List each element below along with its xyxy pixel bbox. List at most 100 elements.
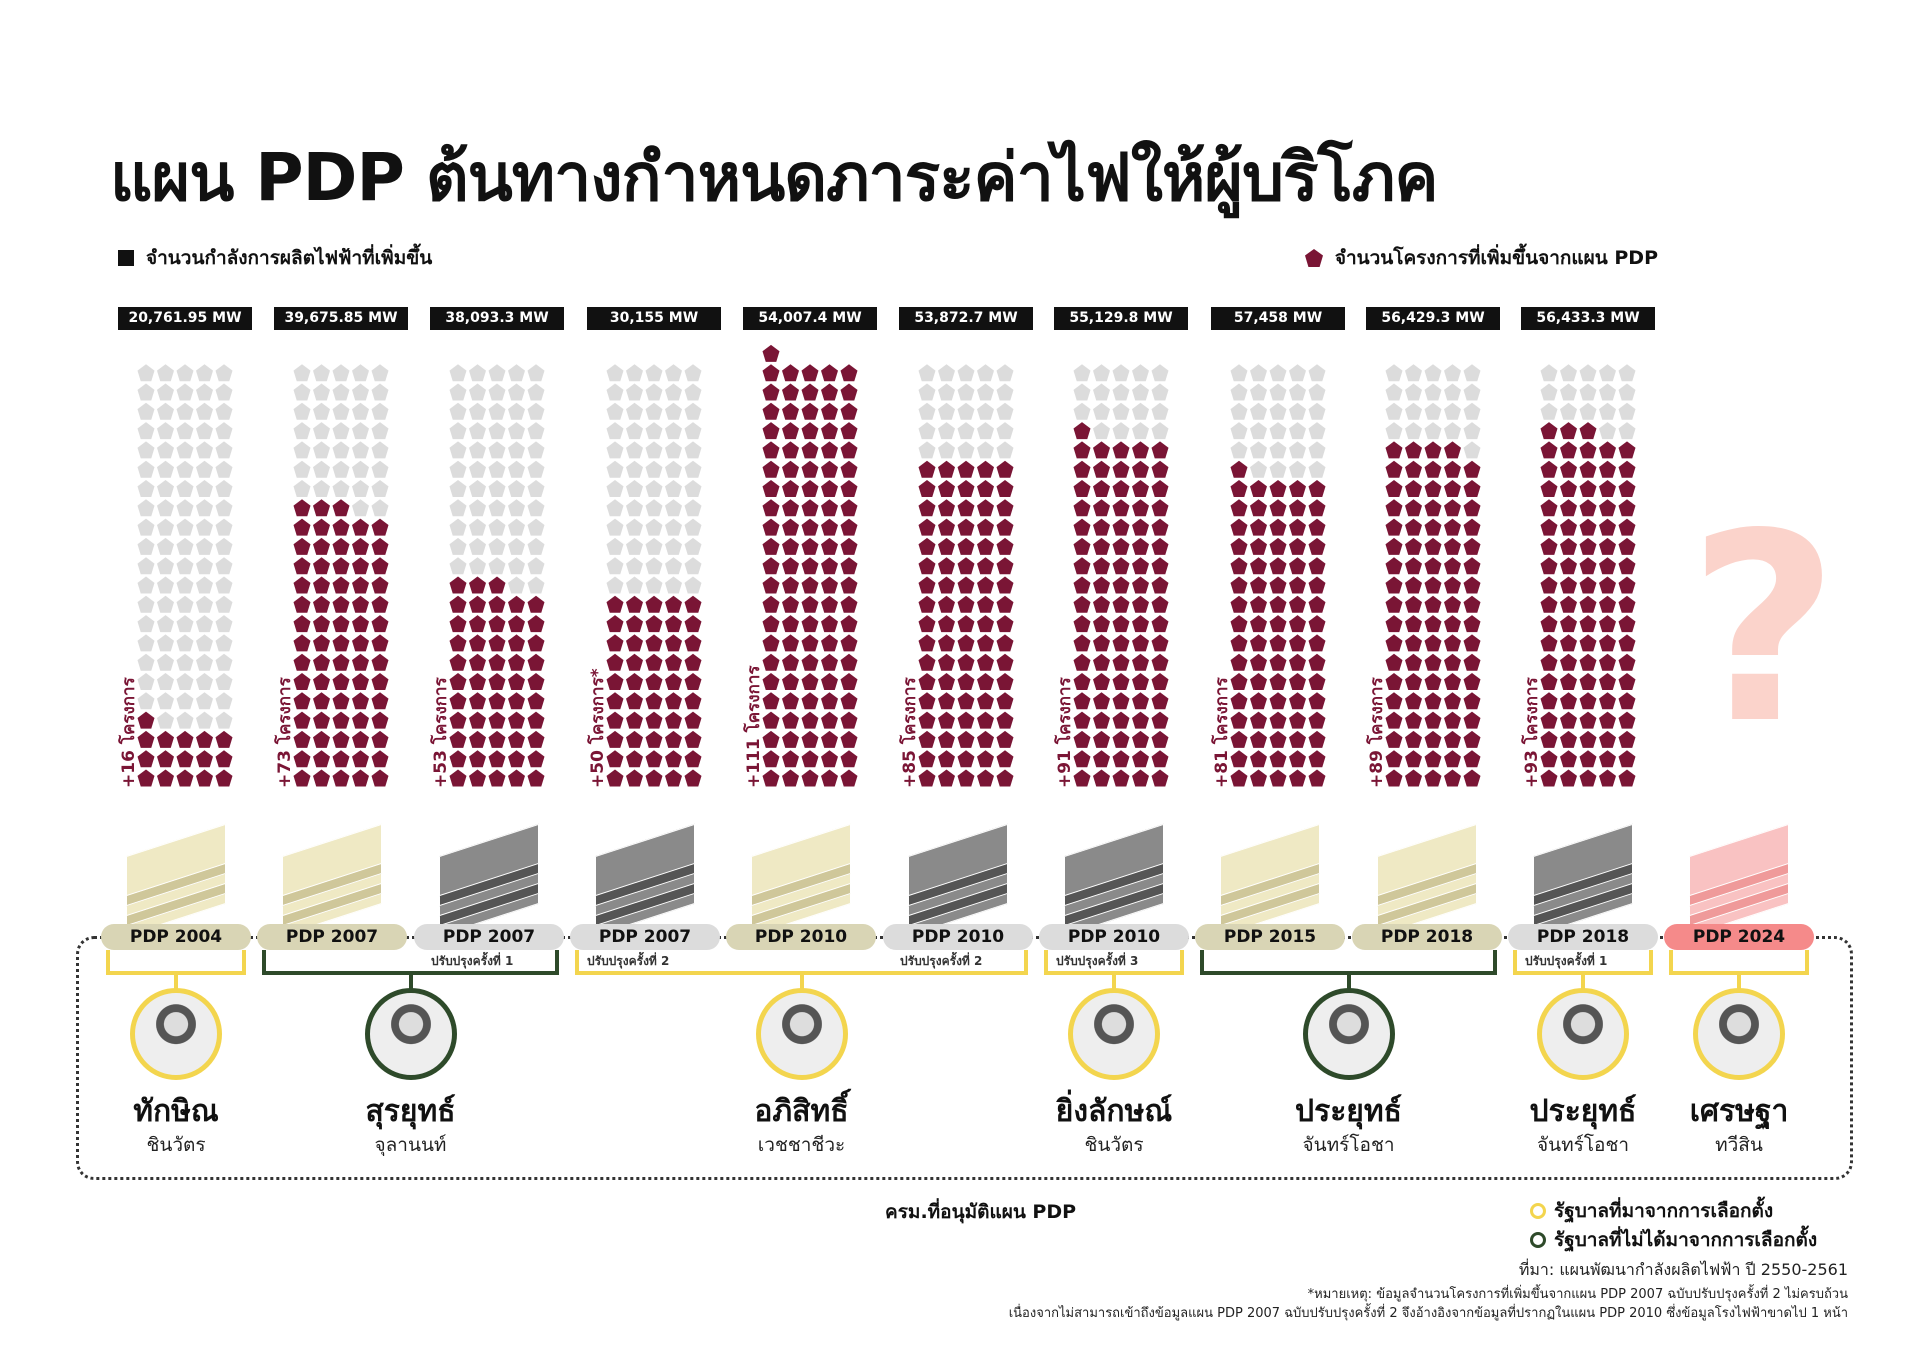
project-mark bbox=[1385, 730, 1403, 748]
project-mark bbox=[1250, 480, 1267, 497]
empty-mark bbox=[665, 383, 682, 401]
project-mark bbox=[1540, 441, 1558, 459]
project-mark bbox=[332, 557, 350, 575]
project-mark bbox=[1093, 750, 1110, 768]
project-mark bbox=[293, 634, 311, 652]
project-mark bbox=[1308, 750, 1326, 768]
project-mark bbox=[1405, 595, 1422, 613]
project-mark bbox=[157, 750, 174, 768]
project-mark bbox=[313, 576, 330, 594]
project-mark bbox=[313, 750, 330, 768]
empty-mark bbox=[527, 364, 545, 382]
empty-mark bbox=[1112, 383, 1130, 401]
project-mark bbox=[215, 769, 233, 787]
project-mark bbox=[1093, 634, 1110, 652]
plan-pill: PDP 2010 bbox=[726, 924, 876, 950]
project-mark bbox=[293, 692, 311, 710]
empty-mark bbox=[665, 518, 682, 536]
project-mark bbox=[840, 518, 858, 536]
project-mark bbox=[1560, 518, 1577, 536]
project-mark bbox=[938, 499, 955, 517]
project-mark bbox=[977, 750, 994, 768]
project-mark bbox=[469, 634, 486, 652]
empty-mark bbox=[1463, 422, 1481, 440]
project-mark bbox=[293, 499, 311, 517]
project-mark bbox=[1073, 769, 1091, 787]
project-mark bbox=[977, 634, 994, 652]
project-mark bbox=[527, 730, 545, 748]
project-mark bbox=[918, 557, 936, 575]
project-mark bbox=[371, 537, 389, 555]
pm-portrait bbox=[1068, 988, 1160, 1080]
empty-mark bbox=[665, 480, 682, 497]
empty-mark bbox=[352, 441, 369, 459]
project-mark bbox=[1230, 557, 1248, 575]
project-mark bbox=[821, 480, 838, 497]
pm-surname: จันทร์โอชา bbox=[1536, 1134, 1630, 1156]
project-mark bbox=[1073, 615, 1091, 633]
project-mark bbox=[313, 769, 330, 787]
empty-mark bbox=[1444, 422, 1461, 440]
project-mark bbox=[821, 634, 838, 652]
project-mark bbox=[1289, 537, 1306, 555]
project-mark bbox=[1112, 673, 1130, 690]
project-mark bbox=[1463, 576, 1481, 594]
project-mark bbox=[1560, 499, 1577, 517]
project-mark bbox=[1269, 634, 1287, 652]
project-mark bbox=[1405, 769, 1422, 787]
project-mark bbox=[1540, 518, 1558, 536]
project-mark bbox=[352, 557, 369, 575]
project-mark bbox=[1579, 480, 1597, 497]
empty-mark bbox=[293, 402, 311, 420]
project-mark bbox=[1599, 711, 1616, 729]
project-mark bbox=[293, 615, 311, 633]
project-mark bbox=[821, 730, 838, 748]
project-mark bbox=[137, 730, 155, 748]
empty-mark bbox=[1560, 364, 1577, 382]
capacity-label: 30,155 MW bbox=[587, 307, 721, 330]
project-mark bbox=[782, 557, 799, 575]
project-mark bbox=[1424, 576, 1442, 594]
project-mark bbox=[1230, 653, 1248, 671]
project-mark bbox=[840, 499, 858, 517]
project-mark bbox=[1424, 615, 1442, 633]
empty-mark bbox=[626, 499, 643, 517]
project-mark bbox=[1093, 576, 1110, 594]
project-mark bbox=[782, 441, 799, 459]
project-mark bbox=[313, 537, 330, 555]
empty-mark bbox=[1250, 383, 1267, 401]
project-mark bbox=[1269, 615, 1287, 633]
empty-mark bbox=[157, 518, 174, 536]
empty-mark bbox=[645, 499, 663, 517]
project-mark bbox=[1093, 692, 1110, 710]
empty-mark bbox=[606, 402, 624, 420]
project-mark bbox=[157, 730, 174, 748]
project-mark bbox=[1424, 653, 1442, 671]
project-mark bbox=[1308, 615, 1326, 633]
project-mark bbox=[626, 730, 643, 748]
project-mark bbox=[1289, 730, 1306, 748]
project-mark bbox=[938, 634, 955, 652]
empty-mark bbox=[488, 518, 506, 536]
project-mark bbox=[1560, 653, 1577, 671]
project-mark bbox=[332, 750, 350, 768]
empty-mark bbox=[371, 460, 389, 478]
source: ที่มา: แผนพัฒนากำลังผลิตไฟฟ้า ปี 2550-25… bbox=[1518, 1260, 1848, 1279]
empty-mark bbox=[176, 692, 194, 710]
project-mark bbox=[957, 750, 975, 768]
empty-mark bbox=[977, 402, 994, 420]
empty-mark bbox=[1073, 383, 1091, 401]
project-mark bbox=[1073, 499, 1091, 517]
project-mark bbox=[1112, 634, 1130, 652]
empty-mark bbox=[196, 537, 213, 555]
empty-mark bbox=[469, 480, 486, 497]
empty-mark bbox=[196, 634, 213, 652]
empty-mark bbox=[469, 499, 486, 517]
project-mark bbox=[1132, 750, 1149, 768]
project-mark bbox=[957, 615, 975, 633]
project-mark bbox=[977, 537, 994, 555]
empty-mark bbox=[957, 402, 975, 420]
plan-bracket bbox=[262, 950, 559, 975]
empty-mark bbox=[1250, 422, 1267, 440]
empty-mark bbox=[1289, 422, 1306, 440]
